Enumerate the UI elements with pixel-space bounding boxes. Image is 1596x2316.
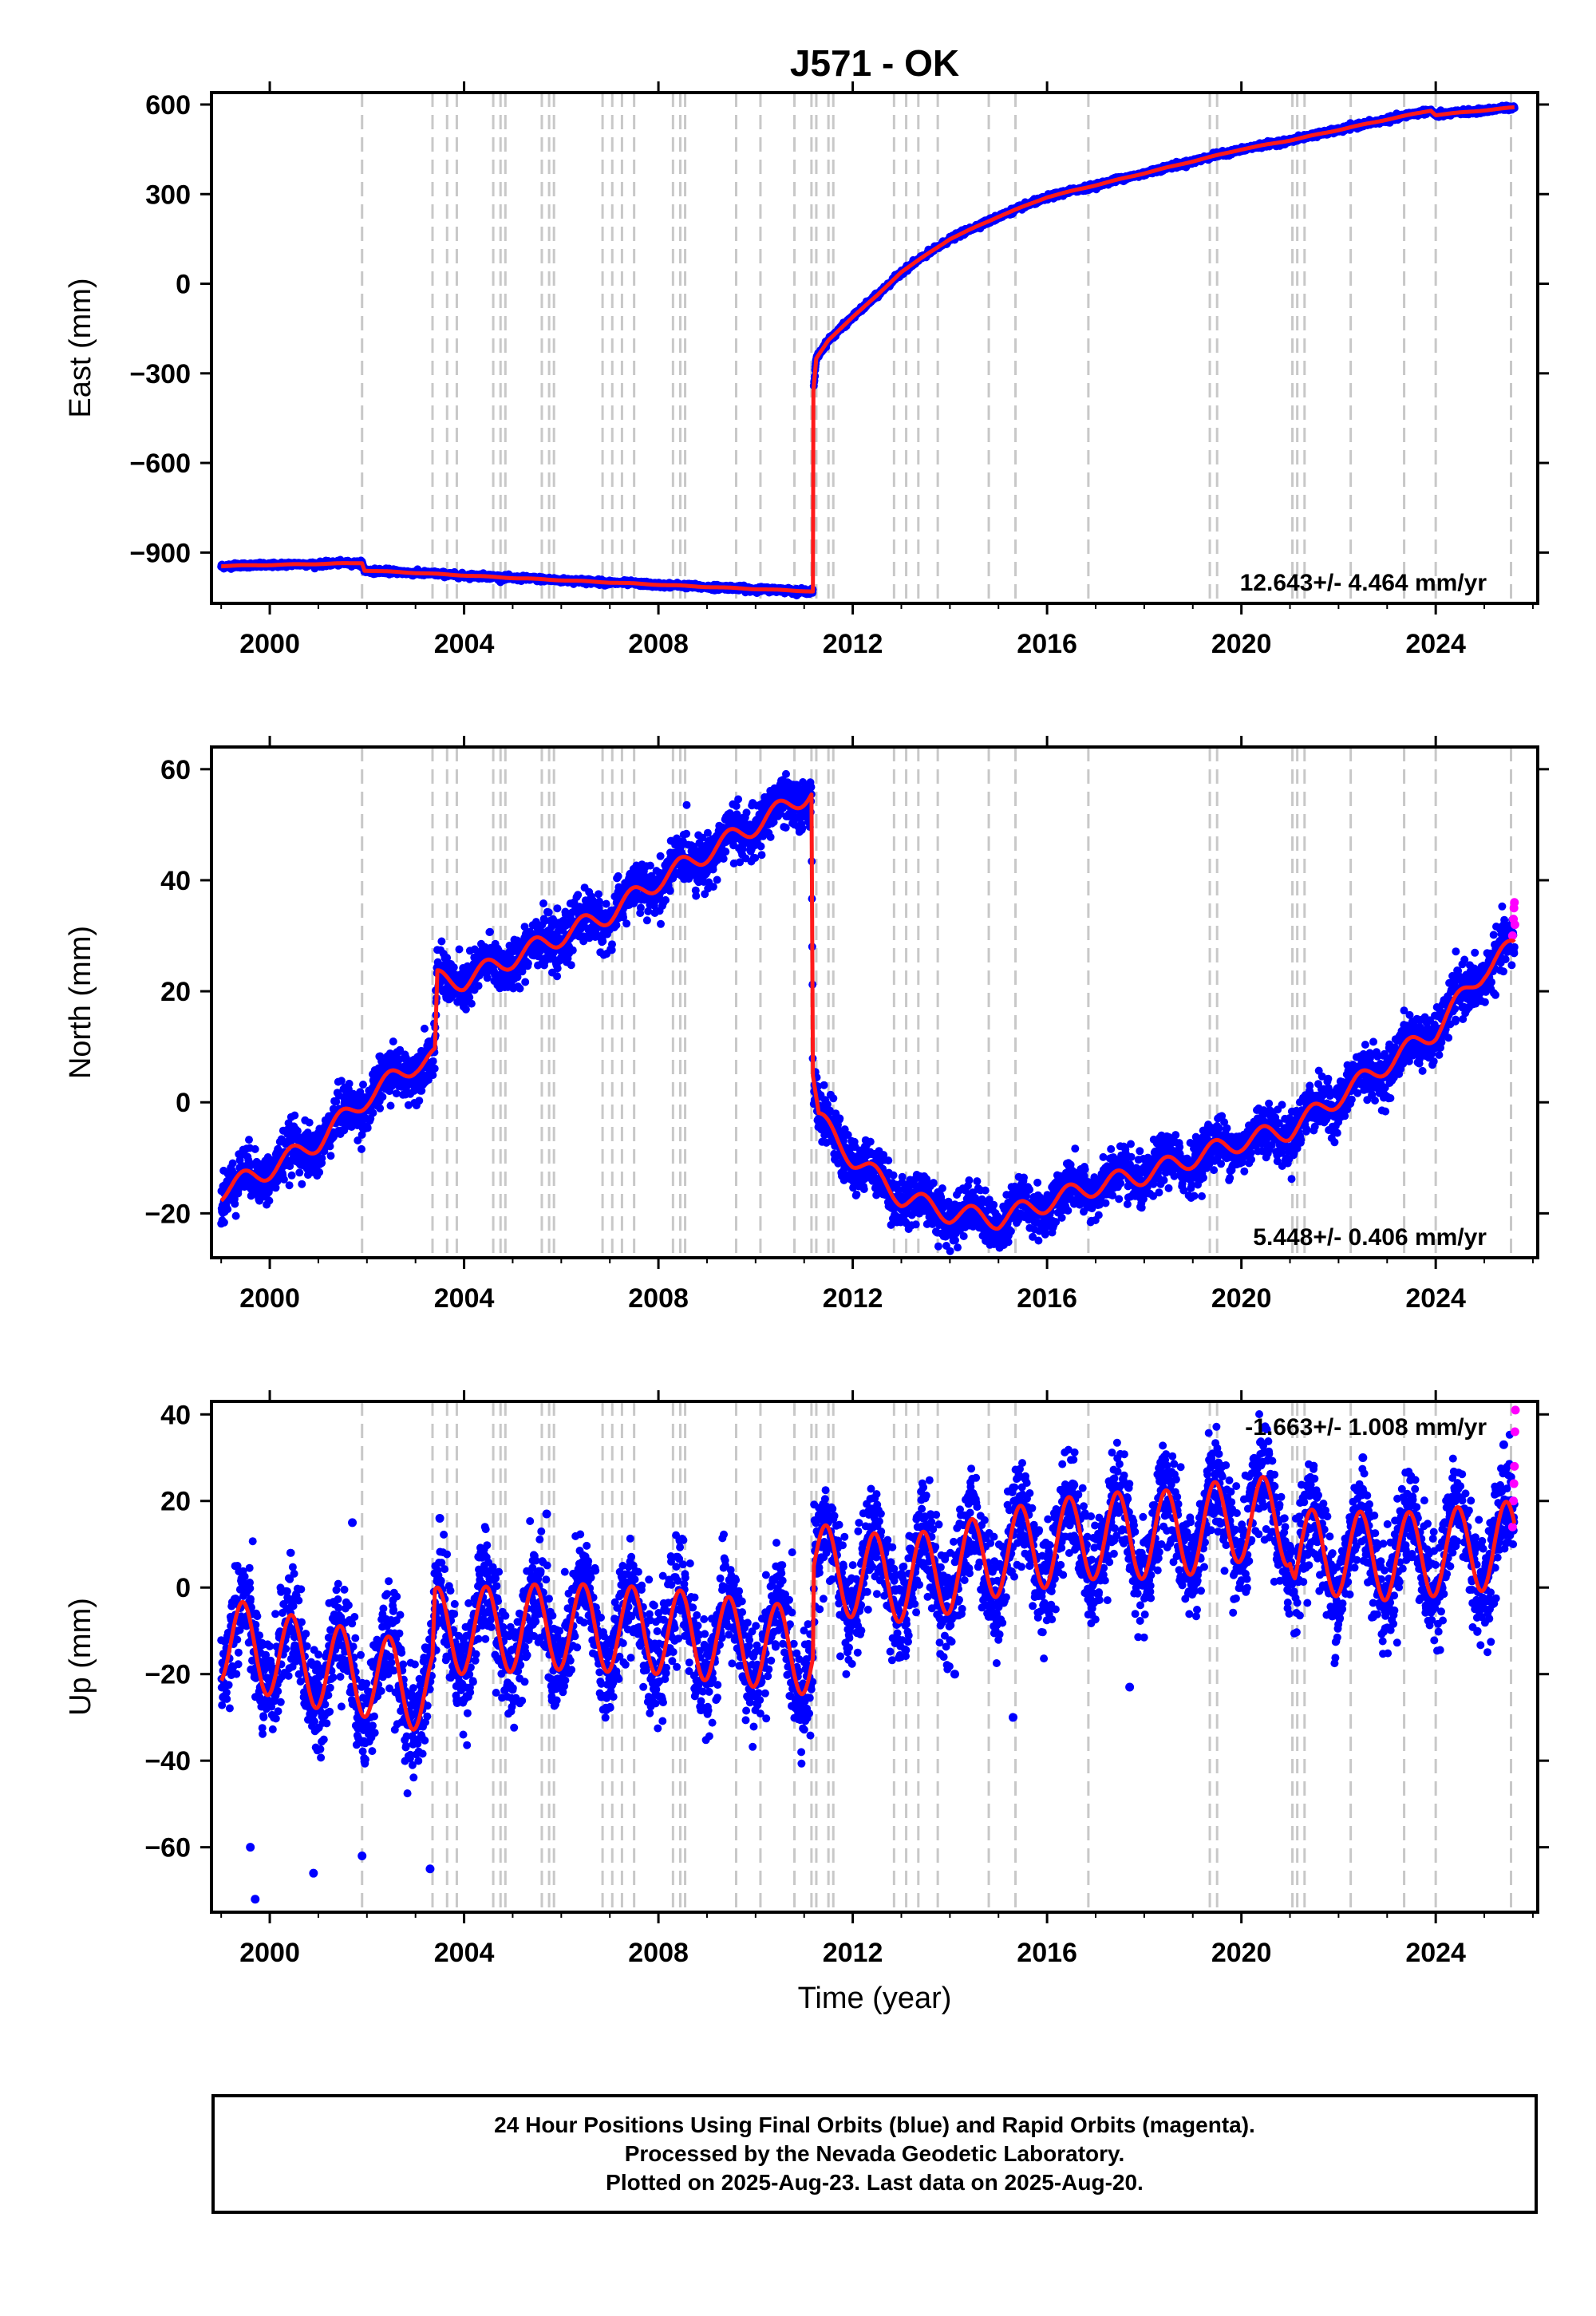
x-tick-label: 2024: [1405, 629, 1466, 659]
x-tick-label: 2020: [1211, 629, 1272, 659]
final-orbit-points-east: [217, 101, 1519, 600]
panels: −900 −600 −300 0 300 600 2000 2004 2008 2012 2016 2…: [64, 81, 1549, 1968]
chart-title: J571 - OK: [790, 42, 959, 84]
x-tick-label: 2008: [628, 629, 689, 659]
x-tick-label: 2000: [239, 629, 300, 659]
model-line-east: [219, 105, 1516, 594]
frame-east: [210, 91, 1539, 605]
y-tick-label: −600: [129, 449, 191, 479]
y-tick-label: −900: [129, 538, 191, 568]
y-tick-label: 600: [145, 90, 191, 121]
velocity-label-east: 12.643+/- 4.464 mm/yr: [1240, 570, 1487, 596]
panel-east: −900 −600 −300 0 300 600 2000 2004 2008 2012 2016 2…: [64, 81, 1549, 659]
y-tick-label: 0: [176, 270, 191, 300]
x-tick-label: 2016: [1017, 629, 1077, 659]
y-tick-label: 300: [145, 180, 191, 210]
x-tick-label: 2012: [823, 629, 883, 659]
x-tick-label: 2004: [434, 629, 495, 659]
final-orbit-points-north: [217, 769, 1519, 1258]
plot-area-north: [217, 747, 1519, 1258]
plot-area-east: [217, 93, 1519, 603]
y-tick-label: −300: [129, 359, 191, 389]
y-axis-label-east: East (mm): [64, 278, 97, 417]
